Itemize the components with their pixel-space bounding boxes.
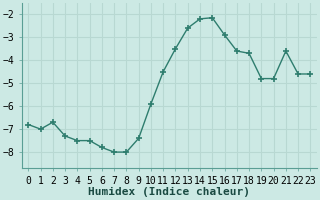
- X-axis label: Humidex (Indice chaleur): Humidex (Indice chaleur): [88, 187, 250, 197]
